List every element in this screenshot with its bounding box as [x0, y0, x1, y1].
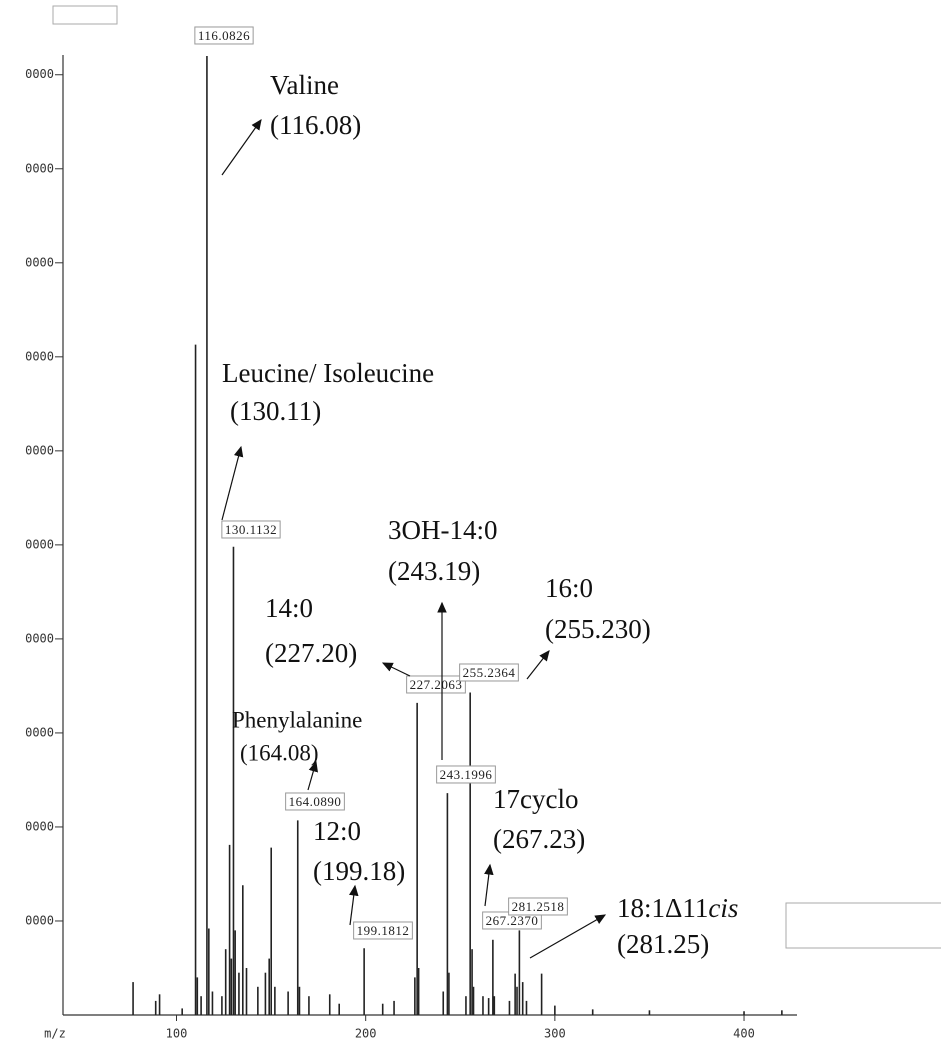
arrow: [349, 884, 359, 926]
peak-label: 116.0826: [194, 26, 254, 45]
annotation: 16:0: [545, 573, 593, 603]
annotation: 17cyclo: [493, 784, 578, 814]
y-tick-label: 0000: [25, 443, 54, 457]
arrow: [484, 863, 494, 907]
peak-label: 164.0890: [285, 792, 345, 811]
peak-label-text: 243.1996: [440, 767, 493, 782]
x-tick-label: 400: [733, 1027, 755, 1041]
peak-label-box: [406, 675, 466, 694]
peak-label-text: 227.2063: [410, 677, 463, 692]
peak-label-box: [285, 792, 345, 811]
peak-label-text: 267.2370: [486, 913, 539, 928]
annotation: (281.25): [617, 929, 709, 959]
peak-label-box: [508, 897, 568, 916]
x-tick-label: 200: [355, 1027, 377, 1041]
peak-label: 227.2063: [406, 675, 466, 694]
peak-label-box: [221, 520, 281, 539]
annotation: 3OH-14:0: [388, 515, 498, 545]
empty-box: [785, 902, 941, 949]
annotation: (199.18): [313, 856, 405, 886]
y-tick-label: 0000: [25, 537, 54, 551]
annotation: (164.08): [240, 740, 319, 765]
x-tick-label: 300: [544, 1027, 566, 1041]
peak-label-text: 116.0826: [198, 28, 250, 43]
arrow: [221, 119, 262, 176]
arrow: [307, 760, 318, 791]
peak-label-text: 281.2518: [512, 899, 565, 914]
annotation-italic: cis: [708, 893, 738, 923]
peak-label-box: [194, 26, 254, 45]
annotation: 18:1Δ11cis: [617, 893, 738, 923]
peak-label: 281.2518: [508, 897, 568, 916]
peak-label: 267.2370: [482, 911, 542, 930]
peak-label-text: 164.0890: [289, 794, 342, 809]
annotation: 12:0: [313, 816, 361, 846]
peak-label-text: 130.1132: [225, 522, 277, 537]
arrow: [529, 914, 607, 959]
annotation: (255.230): [545, 614, 651, 644]
y-tick-label: 0000: [25, 349, 54, 363]
peak-label: 255.2364: [459, 663, 519, 682]
peak-label-text: 199.1812: [357, 923, 410, 938]
annotation: (227.20): [265, 638, 357, 668]
y-tick-label: 0000: [25, 67, 54, 81]
annotation: 14:0: [265, 593, 313, 623]
peak-label-box: [353, 921, 413, 940]
arrow: [221, 445, 244, 521]
x-tick-label: 100: [166, 1027, 188, 1041]
empty-box: [52, 5, 118, 25]
y-tick-label: 0000: [25, 161, 54, 175]
y-tick-label: 0000: [25, 819, 54, 833]
peak-label-box: [459, 663, 519, 682]
y-tick-label: 0000: [25, 725, 54, 739]
peak-label-text: 255.2364: [463, 665, 516, 680]
y-tick-label: 0000: [25, 631, 54, 645]
arrow: [381, 662, 411, 677]
peak-label-box: [436, 765, 496, 784]
y-tick-label: 0000: [25, 913, 54, 927]
y-tick-label: 0000: [25, 255, 54, 269]
peak-label: 243.1996: [436, 765, 496, 784]
arrow: [526, 650, 550, 680]
annotation: (267.23): [493, 824, 585, 854]
annotation: Leucine/ Isoleucine: [222, 358, 434, 388]
x-axis-label: m/z: [44, 1027, 66, 1041]
annotation: (130.11): [230, 396, 321, 426]
annotation: (243.19): [388, 556, 480, 586]
peak-label: 130.1132: [221, 520, 281, 539]
annotation: Valine: [270, 70, 339, 100]
annotation: (116.08): [270, 110, 361, 140]
annotation: Phenylalanine: [232, 707, 362, 732]
peak-label: 199.1812: [353, 921, 413, 940]
